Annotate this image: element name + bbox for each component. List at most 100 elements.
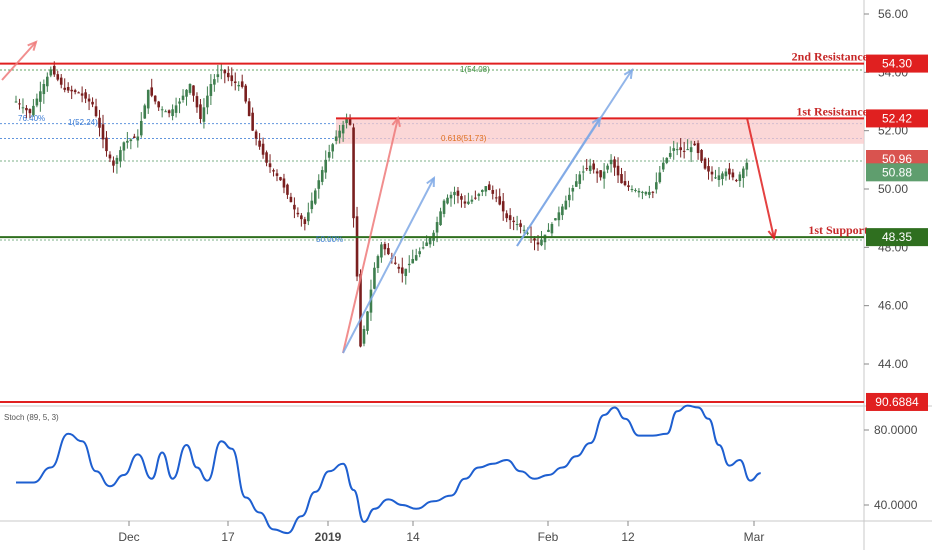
candle-body (98, 117, 101, 128)
candle-body (213, 79, 216, 85)
x-tick-label: 17 (221, 530, 235, 544)
arrow-red-mid (342, 117, 399, 354)
candle-body (108, 154, 112, 159)
candle-body (178, 101, 181, 104)
candle-body (42, 84, 46, 95)
candle-body (592, 163, 595, 170)
candle-body (32, 105, 35, 116)
candle-body (171, 109, 174, 117)
candle-body (745, 162, 749, 170)
candle-body (585, 168, 589, 170)
candle-body (153, 95, 157, 102)
candle-body (258, 140, 261, 147)
candle-body (139, 120, 143, 136)
candle-body (209, 84, 213, 96)
candle-body (404, 268, 408, 277)
candle-body (66, 87, 70, 91)
candle-body (133, 136, 136, 138)
candle-body (470, 199, 474, 202)
candle-body (435, 222, 439, 233)
fib-labels: 1(54.08) 76.40% 1(52.24) 0.618(51.73) 50.00% (18, 65, 490, 244)
candle-body (703, 158, 707, 169)
candle-body (453, 191, 456, 196)
x-tick-label: Mar (744, 530, 765, 544)
candle-body (185, 89, 188, 97)
candle-body (122, 142, 126, 151)
arrow-blue-1-head (426, 175, 436, 188)
candle-body (334, 136, 338, 141)
indicator-label: Stoch (89, 5, 3) (4, 413, 59, 422)
level-lines: 2nd Resistance 54.30 1st Resistance 52.42 1s… (0, 50, 928, 247)
candle-body (491, 189, 495, 194)
candle-body (310, 200, 314, 210)
candle-body (380, 244, 383, 258)
candle-body (561, 206, 564, 216)
candle-body (644, 191, 648, 195)
candle-body (571, 188, 575, 192)
stoch-level-badge: 90.6884 (866, 392, 928, 411)
candle-body (143, 105, 147, 119)
candle-body (400, 267, 404, 274)
candle-body (129, 139, 133, 142)
candles-group (14, 61, 749, 348)
candle-body (425, 242, 428, 247)
candle-body (164, 111, 167, 113)
candle-body (717, 175, 721, 181)
fib-label: 1(54.08) (460, 65, 490, 74)
candle-body (136, 136, 140, 141)
candle-body (728, 168, 731, 175)
arrow-blue-1 (342, 177, 435, 354)
arrow-blue-2-head (591, 116, 602, 128)
x-tick-label: 2019 (315, 530, 342, 544)
candle-body (282, 178, 286, 188)
candle-body (21, 107, 25, 109)
candle-body (338, 130, 341, 138)
candle-body (157, 101, 160, 108)
level-badge (866, 228, 928, 247)
candle-body (463, 201, 467, 204)
candle-body (634, 189, 637, 191)
candle-body (94, 106, 98, 117)
candle-body (268, 163, 272, 168)
candle-body (630, 189, 634, 190)
candle-body (641, 191, 644, 193)
candle-body (421, 247, 425, 249)
candle-body (251, 112, 254, 131)
level-label: 1st Support (808, 223, 868, 237)
candle-body (59, 77, 63, 85)
candle-body (505, 213, 508, 219)
candle-body (679, 147, 682, 151)
candle-body (279, 177, 282, 181)
candle-body (738, 174, 742, 181)
arrow-blue-3-head (623, 68, 634, 80)
stoch-y-ticks: 80.0000 40.0000 (864, 423, 918, 512)
candle-body (564, 200, 568, 210)
candle-body (550, 224, 554, 234)
price-badge-value: 50.88 (882, 165, 912, 179)
candle-body (602, 171, 606, 179)
candle-body (456, 190, 460, 196)
candle-body (442, 200, 446, 214)
candle-body (324, 159, 328, 173)
candle-body (609, 159, 613, 165)
arrow-red-down-head (767, 229, 778, 241)
candle-body (710, 171, 714, 175)
price-badge-value: 50.96 (882, 152, 912, 166)
candle-body (526, 232, 529, 234)
candle-body (557, 212, 561, 221)
candle-body (49, 69, 53, 76)
candle-body (623, 181, 627, 186)
candle-body (195, 96, 199, 108)
candle-body (637, 190, 641, 193)
candle-body (188, 84, 192, 93)
candle-body (275, 173, 279, 176)
candle-body (394, 262, 397, 264)
candle-body (707, 166, 710, 172)
arrow-blue-3 (516, 69, 633, 247)
candle-body (418, 251, 421, 255)
candle-body (126, 140, 129, 143)
candle-body (735, 180, 738, 182)
candle-body (25, 107, 28, 111)
y-tick-label: 56.00 (878, 7, 908, 21)
